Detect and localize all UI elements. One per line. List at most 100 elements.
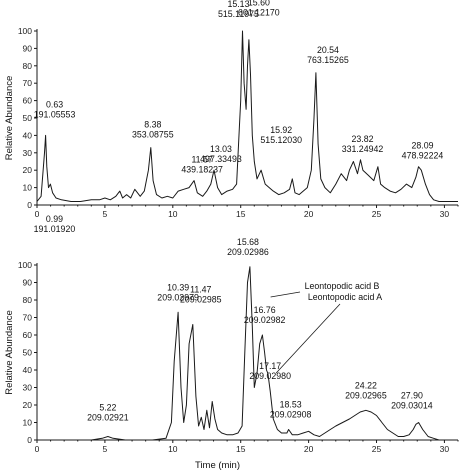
callout-leader-line — [270, 291, 301, 298]
x-tick-label: 25 — [372, 209, 382, 219]
x-tick-label: 30 — [440, 209, 450, 219]
peak-retention-time: 15.92 — [270, 125, 292, 135]
compound-name-label: Leontopodic acid A — [308, 292, 382, 302]
peak-retention-time: 24.22 — [355, 380, 377, 390]
peak-mz-value: 515.12030 — [260, 135, 302, 145]
y-tick-label: 100 — [18, 26, 32, 36]
compound-callout: Leontopodic acid A — [275, 292, 382, 374]
peak-mz-value: 497.33493 — [200, 154, 242, 164]
peak-retention-time: 15.68 — [237, 237, 259, 247]
y-tick-label: 70 — [23, 313, 33, 323]
peak-retention-time: 16.76 — [254, 305, 276, 315]
y-tick-label: 80 — [23, 61, 33, 71]
y-tick-label: 20 — [23, 400, 33, 410]
peak-retention-time: 13.03 — [210, 144, 232, 154]
peak-mz-value: 209.02982 — [244, 315, 286, 325]
peak-retention-time: 0.63 — [46, 99, 63, 109]
peak-mz-value: 209.02980 — [249, 371, 291, 381]
y-tick-label: 70 — [23, 78, 33, 88]
peak-retention-time: 10.39 — [167, 282, 189, 292]
peak-mz-value: 331.24942 — [342, 144, 384, 154]
peak-mz-value: 763.15265 — [307, 55, 349, 65]
peak-retention-time: 18.53 — [280, 400, 302, 410]
x-tick-label: 5 — [103, 209, 108, 219]
x-axis-title: Time (min) — [195, 460, 240, 471]
x-tick-label: 15 — [236, 444, 246, 454]
y-tick-label: 80 — [23, 295, 33, 305]
y-tick-label: 0 — [27, 200, 32, 210]
peak-mz-value: 209.02979 — [157, 292, 199, 302]
peak-retention-time: 15.13 — [227, 0, 249, 9]
peak-retention-time: 28.09 — [411, 141, 433, 151]
y-tick-label: 10 — [23, 418, 33, 428]
peak-mz-value: 478.92224 — [402, 151, 444, 161]
x-tick-label: 25 — [372, 444, 382, 454]
peak-retention-time: 20.54 — [317, 45, 339, 55]
peak-mz-value: 209.02985 — [180, 295, 222, 305]
peak-mz-value: 209.02908 — [270, 410, 312, 420]
chromatogram-trace — [36, 30, 458, 202]
y-tick-label: 0 — [27, 435, 32, 445]
x-tick-label: 0 — [35, 209, 40, 219]
y-tick-label: 30 — [23, 148, 33, 158]
peak-retention-time: 11.47 — [190, 285, 211, 295]
x-tick-label: 0 — [35, 444, 40, 454]
peak-retention-time: 17.17 — [259, 361, 281, 371]
peak-mz-value: 191.01920 — [34, 224, 76, 234]
peak-mz-value: 209.03014 — [391, 401, 433, 411]
y-axis-title: Relative Abundance — [4, 310, 15, 395]
y-tick-label: 30 — [23, 383, 33, 393]
peak-mz-value: 515.11975 — [218, 9, 259, 19]
x-tick-label: 20 — [304, 444, 314, 454]
x-tick-label: 30 — [440, 444, 450, 454]
y-tick-label: 50 — [23, 348, 33, 358]
peak-retention-time: 5.22 — [99, 403, 116, 413]
y-tick-label: 40 — [23, 130, 33, 140]
compound-name-label: Leontopodic acid B — [305, 281, 380, 291]
x-tick-label: 15 — [236, 209, 246, 219]
bottom-chromatogram-panel: 0 10 20 30 40 50 60 70 80 90 100 0 5 10 15 20 25 30 Relati… — [4, 237, 459, 471]
peak-retention-time: 8.38 — [144, 120, 161, 130]
y-tick-label: 60 — [23, 330, 33, 340]
y-axis-title: Relative Abundance — [4, 76, 15, 161]
peak-mz-value: 191.05553 — [34, 109, 76, 119]
peak-mz-value: 601.12170 — [238, 8, 280, 18]
y-tick-label: 10 — [23, 183, 33, 193]
compound-callout: Leontopodic acid B — [270, 281, 380, 298]
peak-mz-value: 209.02965 — [345, 390, 387, 400]
top-chromatogram-panel: 0 10 20 30 40 50 60 70 80 90 100 0 5 10 15 20 25 30 Relati… — [4, 0, 459, 234]
x-tick-label: 10 — [168, 444, 178, 454]
y-tick-label: 90 — [23, 43, 33, 53]
peak-mz-value: 209.02921 — [87, 413, 129, 423]
peak-mz-value: 353.08755 — [132, 130, 174, 140]
y-tick-label: 40 — [23, 365, 33, 375]
callout-leader-line — [275, 303, 341, 374]
x-tick-label: 5 — [103, 444, 108, 454]
x-tick-label: 10 — [168, 209, 178, 219]
chromatogram-trace — [37, 266, 458, 441]
y-tick-label: 100 — [18, 260, 32, 270]
peak-retention-time: 27.90 — [401, 391, 423, 401]
y-tick-label: 60 — [23, 96, 33, 106]
y-tick-label: 50 — [23, 113, 33, 123]
